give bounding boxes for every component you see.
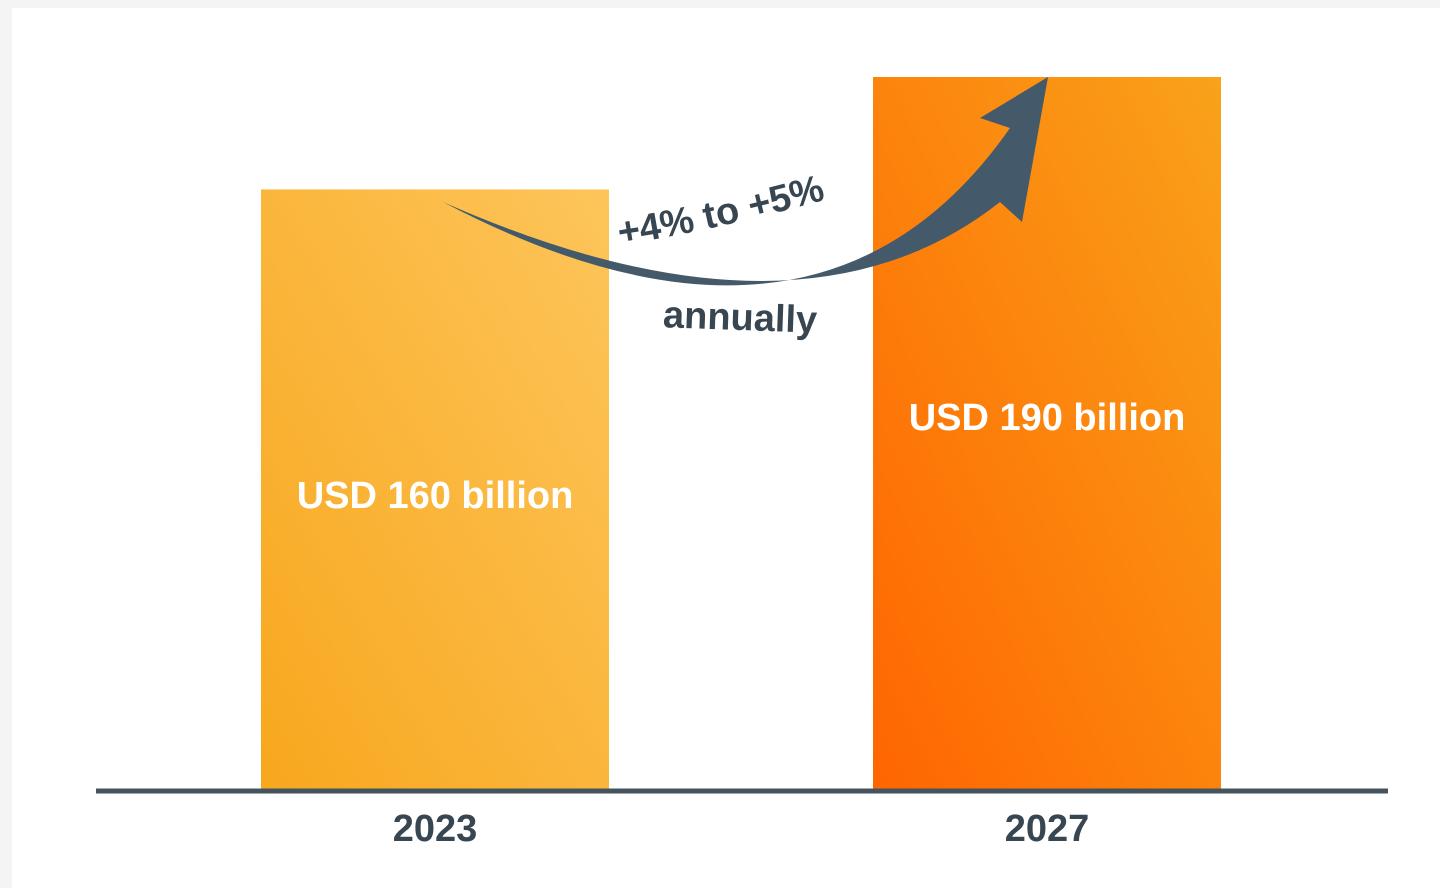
- bar-2027: [873, 77, 1221, 789]
- bar-2023: [261, 189, 609, 790]
- x-tick-label-2023: 2023: [393, 808, 478, 850]
- bars-group: [261, 77, 1221, 790]
- data-label-2027: USD 190 billion: [909, 397, 1186, 439]
- growth-rate-label: +4% to +5%: [615, 168, 829, 254]
- data-label-2023: USD 160 billion: [297, 475, 574, 517]
- x-tick-label-2027: 2027: [1005, 808, 1090, 850]
- labels-group: USD 160 billion 2023 USD 190 billion 2027: [297, 397, 1186, 850]
- growth-period-label: annually: [662, 294, 818, 341]
- growth-rate-text: +4% to +5%: [615, 168, 829, 254]
